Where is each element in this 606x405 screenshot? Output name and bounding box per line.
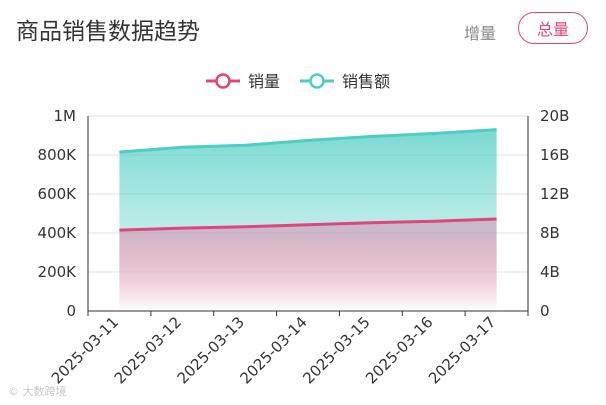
y-left-tick-label: 0 [66,302,76,320]
legend-item-label: 销售额 [342,72,390,91]
chart-legend[interactable]: 销量 销售额 [206,72,390,91]
total-toggle[interactable]: 总量 [518,12,588,44]
watermark: © 大数跨境 [8,385,67,398]
y-right-tick-label: 8B [540,224,560,242]
y-left-tick-label: 800K [38,146,78,164]
y-left-tick-label: 600K [38,185,78,203]
y-left-tick-label: 200K [38,263,78,281]
sales-volume-area [119,219,497,311]
y-right-tick-label: 12B [540,185,569,203]
legend-swatch-marker [215,73,231,89]
incremental-toggle[interactable]: 增量 [464,24,497,43]
y-right-tick-label: 0 [540,302,550,320]
page-title: 商品销售数据趋势 [16,19,200,45]
y-right-tick-label: 4B [540,263,560,281]
y-left-tick-label: 1M [54,107,77,125]
y-left-tick-label: 400K [38,224,78,242]
x-tick-label: 2025-03-17 [425,313,499,387]
legend-item-label: 销量 [248,72,280,91]
y-right-tick-label: 16B [540,146,569,164]
legend-swatch-marker [309,73,325,89]
y-right-tick-label: 20B [540,107,569,125]
